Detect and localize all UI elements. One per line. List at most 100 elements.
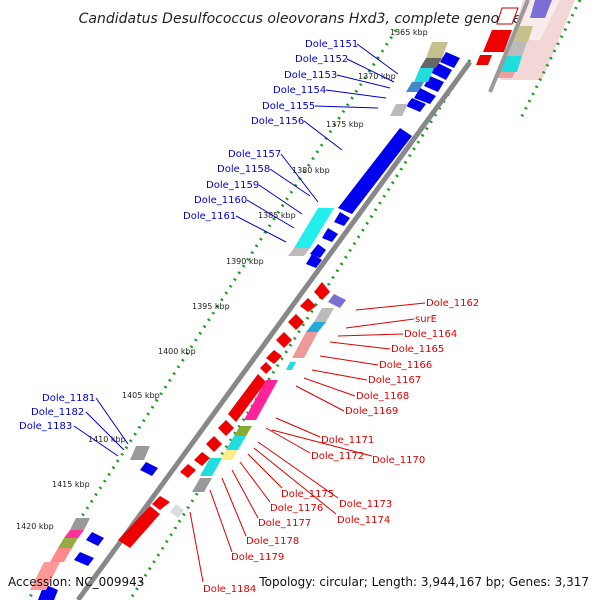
- cog-grey-4: [70, 518, 90, 530]
- leader-1151: [356, 43, 399, 75]
- leader-1158: [269, 168, 311, 197]
- tick-track: [26, 29, 398, 600]
- gene-block-1156: [338, 128, 412, 214]
- gene-label-1162[interactable]: Dole_1162: [426, 298, 479, 309]
- leader-1174: [253, 447, 337, 515]
- gene-label-1160[interactable]: Dole_1160: [194, 195, 247, 206]
- leader-1175: [247, 453, 283, 489]
- gene-label-1152[interactable]: Dole_1152: [295, 54, 348, 65]
- cog-yellow-r1: [220, 450, 238, 460]
- gene-label-1182[interactable]: Dole_1182: [31, 407, 84, 418]
- gene-block-1155: [406, 98, 426, 112]
- accession-label: Accession: NC_009943: [8, 575, 144, 589]
- gene-label-1165[interactable]: Dole_1165: [391, 344, 444, 355]
- gene-label-1153[interactable]: Dole_1153: [284, 70, 337, 81]
- gene-label-1169[interactable]: Dole_1169: [345, 406, 398, 417]
- leader-1165: [329, 341, 391, 350]
- forward-gene-labels: Dole_1151 Dole_1152 Dole_1153 Dole_1154 …: [19, 39, 399, 457]
- tick-label-1385: 1385 kbp: [258, 211, 296, 220]
- gene-label-1155[interactable]: Dole_1155: [262, 101, 315, 112]
- map-title: Candidatus Desulfococcus oleovorans Hxd3…: [79, 11, 522, 27]
- cog-grey-r2: [192, 478, 212, 492]
- leader-1173: [257, 441, 339, 499]
- gene-block-sure: [300, 298, 316, 312]
- leader-1169: [295, 385, 345, 412]
- cog-pink-2: [30, 562, 60, 590]
- gene-label-1171[interactable]: Dole_1171: [321, 435, 374, 446]
- gene-label-1178[interactable]: Dole_1178: [246, 536, 299, 547]
- gene-label-1158[interactable]: Dole_1158: [217, 164, 270, 175]
- leader-1182: [85, 411, 125, 451]
- gene-label-1184[interactable]: Dole_1184: [203, 584, 256, 595]
- gene-label-1157[interactable]: Dole_1157: [228, 149, 281, 160]
- gene-block-1159: [310, 244, 326, 258]
- gene-block-1182: [86, 532, 104, 546]
- tick-label-1415: 1415 kbp: [52, 480, 90, 489]
- cog-olive-1: [426, 42, 448, 58]
- gene-label-1176[interactable]: Dole_1176: [270, 503, 323, 514]
- gene-label-1183[interactable]: Dole_1183: [19, 421, 72, 432]
- gene-label-1175[interactable]: Dole_1175: [281, 489, 334, 500]
- gene-label-1181[interactable]: Dole_1181: [42, 393, 95, 404]
- leader-1164: [337, 333, 404, 337]
- cog-purple-r: [328, 294, 346, 308]
- gene-block-1168: [228, 374, 266, 422]
- gene-block-1164: [288, 314, 304, 330]
- reverse-gene-labels: Dole_1162 surE Dole_1164 Dole_1165 Dole_…: [189, 298, 479, 595]
- gene-label-1172[interactable]: Dole_1172: [311, 451, 364, 462]
- gene-label-1174[interactable]: Dole_1174: [337, 515, 390, 526]
- tick-labels: 1365 kbp 1370 kbp 1375 kbp 1380 kbp 1385…: [16, 28, 428, 531]
- reverse-strand-genes: [118, 282, 330, 548]
- tick-label-1410: 1410 kbp: [88, 435, 126, 444]
- reverse-cog-blocks: [170, 294, 346, 518]
- gene-label-1170[interactable]: Dole_1170: [372, 455, 425, 466]
- gene-label-1164[interactable]: Dole_1164: [404, 329, 457, 340]
- gene-label-1159[interactable]: Dole_1159: [206, 180, 259, 191]
- gene-label-1166[interactable]: Dole_1166: [379, 360, 432, 371]
- gene-block-1157: [334, 212, 350, 226]
- gene-block-1179: [118, 506, 160, 548]
- leader-1176: [239, 461, 271, 503]
- cog-cyan-2: [294, 208, 334, 248]
- gene-label-1179[interactable]: Dole_1179: [231, 552, 284, 563]
- gene-block-1183: [74, 552, 94, 566]
- gene-block-1162: [314, 282, 330, 300]
- leader-1184: [189, 511, 204, 583]
- gene-label-1168[interactable]: Dole_1168: [356, 391, 409, 402]
- cog-grey-2: [288, 248, 310, 256]
- cog-olive-r1: [234, 426, 252, 436]
- gene-block-1178: [152, 496, 170, 510]
- cog-pink-1: [50, 548, 72, 562]
- leader-1153: [336, 74, 391, 89]
- leader-1166: [319, 355, 379, 366]
- leader-1181: [95, 397, 129, 445]
- gene-label-1151[interactable]: Dole_1151: [305, 39, 358, 50]
- forward-strand-genes: [38, 52, 460, 600]
- gene-block-1167: [260, 362, 272, 374]
- gene-label-1156[interactable]: Dole_1156: [251, 116, 304, 127]
- gene-label-1167[interactable]: Dole_1167: [368, 375, 421, 386]
- leader-1177: [231, 469, 259, 519]
- cog-cyan-r2: [226, 436, 246, 450]
- leader-1171: [275, 417, 321, 438]
- gene-label-1177[interactable]: Dole_1177: [258, 518, 311, 529]
- tick-label-1405: 1405 kbp: [122, 391, 160, 400]
- cog-magenta-1: [64, 530, 84, 538]
- gene-block-1181: [140, 462, 158, 476]
- leader-1155: [314, 105, 379, 109]
- gene-block-1175: [180, 464, 196, 478]
- tick-label-1365: 1365 kbp: [390, 28, 428, 37]
- backbone-secondary: [488, 0, 530, 93]
- tick-label-1370: 1370 kbp: [358, 72, 396, 81]
- feature-purple: [530, 0, 552, 18]
- cog-dark-1: [420, 58, 442, 68]
- leader-1167: [311, 369, 368, 381]
- gene-label-sure[interactable]: surE: [415, 314, 437, 325]
- gene-label-1161[interactable]: Dole_1161: [183, 211, 236, 222]
- leader-1178: [221, 477, 247, 537]
- gene-block-1171: [218, 420, 234, 436]
- gene-label-1173[interactable]: Dole_1173: [339, 499, 392, 510]
- tick-label-1420: 1420 kbp: [16, 522, 54, 531]
- gene-label-1154[interactable]: Dole_1154: [273, 85, 326, 96]
